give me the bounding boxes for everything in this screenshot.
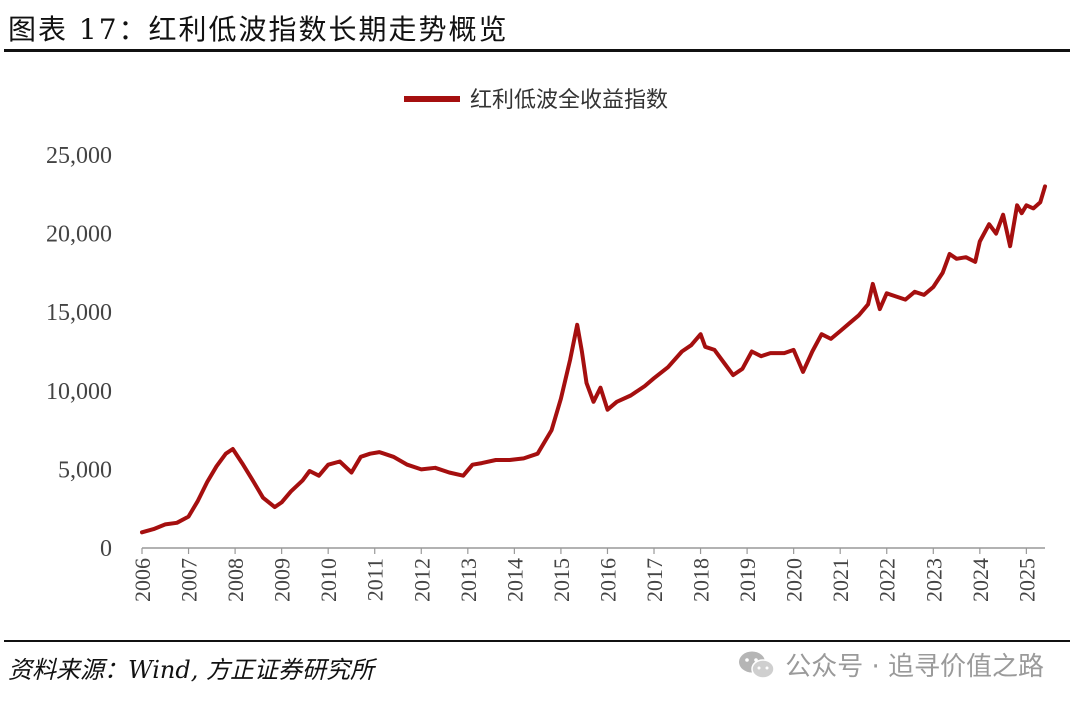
x-tick-label: 2011	[363, 558, 388, 601]
figure-title: 图表 17：红利低波指数长期走势概览	[8, 13, 509, 46]
legend-label: 红利低波全收益指数	[470, 88, 668, 113]
y-tick-label: 15,000	[46, 300, 112, 326]
x-tick-label: 2017	[642, 558, 667, 602]
x-axis: 2006 2007 2008 2009 2010 2011 2012 2013 2014 2015…	[130, 547, 1045, 602]
y-tick-label: 10,000	[46, 379, 112, 405]
x-tick-label: 2007	[177, 558, 202, 602]
x-tick-label: 2010	[316, 558, 341, 602]
wechat-icon	[739, 651, 775, 679]
x-tick-label: 2006	[130, 558, 155, 602]
x-tick-label: 2012	[409, 558, 434, 602]
series-line	[140, 184, 1047, 535]
x-tick-label: 2022	[875, 558, 900, 602]
x-tick-label: 2021	[828, 558, 853, 602]
x-tick-label: 2008	[223, 558, 248, 602]
chart-legend: 红利低波全收益指数	[404, 88, 668, 113]
y-tick-label: 0	[100, 536, 112, 562]
x-tick-label: 2013	[456, 558, 481, 602]
x-tick-label: 2020	[782, 558, 807, 602]
x-tick-label: 2019	[735, 558, 760, 602]
watermark-text: 公众号 · 追寻价值之路	[785, 652, 1044, 682]
line-chart: 红利低波全收益指数 0 5,000 10,000 15,000 20,000 25,000…	[46, 88, 1047, 602]
x-tick-label: 2018	[689, 558, 714, 602]
x-tick-label: 2014	[502, 558, 527, 602]
watermark: 公众号 · 追寻价值之路	[737, 646, 1044, 683]
title-rule	[4, 49, 1070, 52]
y-tick-label: 25,000	[46, 143, 112, 169]
x-tick-label: 2016	[595, 558, 620, 602]
x-tick-label: 2009	[270, 558, 295, 602]
x-tick-label: 2023	[921, 558, 946, 602]
y-tick-label: 20,000	[46, 222, 112, 248]
series-layer	[140, 184, 1047, 535]
source-rule	[4, 640, 1070, 642]
x-tick-label: 2024	[968, 558, 993, 602]
x-tick-label: 2025	[1014, 558, 1039, 602]
source-note: 资料来源：Wind, 方正证券研究所	[8, 656, 374, 684]
y-axis: 0 5,000 10,000 15,000 20,000 25,000	[46, 143, 112, 562]
y-tick-label: 5,000	[58, 457, 112, 483]
x-tick-label: 2015	[549, 558, 574, 602]
